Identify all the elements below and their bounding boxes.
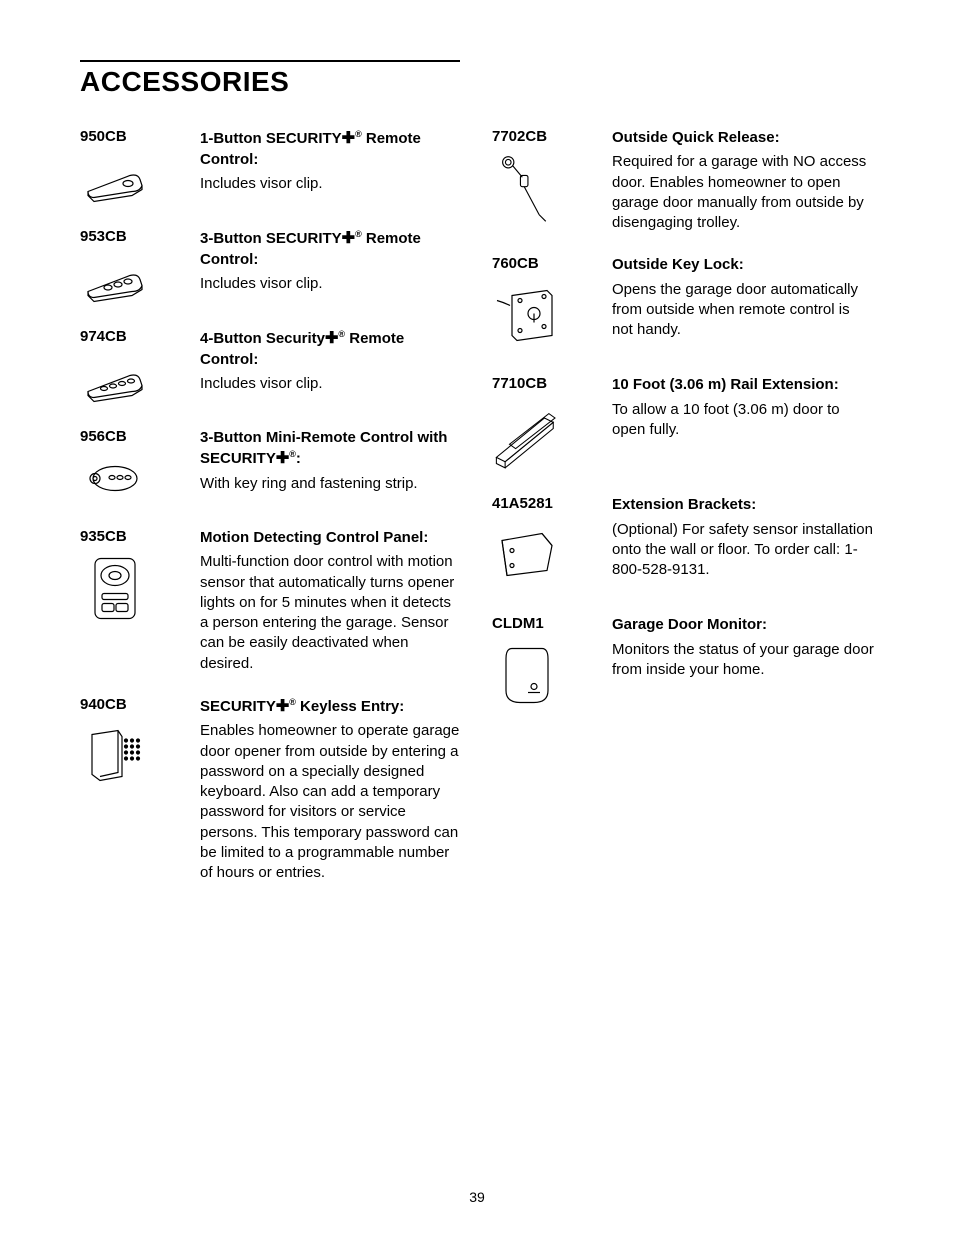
item-left: 940CB bbox=[80, 696, 200, 884]
item-right: Motion Detecting Control Panel: Multi-fun… bbox=[200, 528, 462, 674]
item-right: 3-Button Mini-Remote Control with SECURI… bbox=[200, 428, 462, 506]
item-title: 1-Button SECURITY✚® Remote Control: bbox=[200, 128, 462, 170]
item-sku: 940CB bbox=[80, 696, 200, 713]
item-description: Opens the garage door automatically from… bbox=[612, 280, 874, 341]
title-rule bbox=[80, 60, 460, 62]
item-description: Enables homeowner to operate garage door… bbox=[200, 721, 462, 883]
item-right: 3-Button SECURITY✚® Remote Control: Inclu… bbox=[200, 228, 462, 306]
item-left: 974CB bbox=[80, 328, 200, 406]
accessory-item: 950CB1-Button SECURITY✚® Remote Control:… bbox=[80, 128, 462, 206]
item-title: 10 Foot (3.06 m) Rail Extension: bbox=[612, 375, 874, 395]
accessory-item: CLDM1Garage Door Monitor: Monitors the st… bbox=[492, 615, 874, 713]
item-description: Multi-function door control with motion … bbox=[200, 552, 462, 674]
item-description: To allow a 10 foot (3.06 m) door to open… bbox=[612, 400, 874, 441]
accessory-item: 956CB3-Button Mini-Remote Control with S… bbox=[80, 428, 462, 506]
item-left: 956CB bbox=[80, 428, 200, 506]
item-title: Extension Brackets: bbox=[612, 495, 874, 515]
item-title: 3-Button SECURITY✚® Remote Control: bbox=[200, 228, 462, 270]
item-left: 7702CB bbox=[492, 128, 612, 233]
accessory-item: 953CB3-Button SECURITY✚® Remote Control:… bbox=[80, 228, 462, 306]
item-sku: 7710CB bbox=[492, 375, 612, 392]
item-right: Extension Brackets: (Optional) For safety… bbox=[612, 495, 874, 593]
item-sku: CLDM1 bbox=[492, 615, 612, 632]
item-sku: 41A5281 bbox=[492, 495, 612, 512]
item-sku: 950CB bbox=[80, 128, 200, 145]
item-title: Motion Detecting Control Panel: bbox=[200, 528, 462, 548]
item-description: With key ring and fastening strip. bbox=[200, 474, 462, 494]
item-sku: 760CB bbox=[492, 255, 612, 272]
keypad-icon bbox=[80, 719, 150, 794]
page-number: 39 bbox=[0, 1189, 954, 1205]
bracket-icon bbox=[492, 518, 562, 593]
item-right: 1-Button SECURITY✚® Remote Control: Inclu… bbox=[200, 128, 462, 206]
left-column: 950CB1-Button SECURITY✚® Remote Control:… bbox=[80, 128, 462, 905]
remote-4btn-icon bbox=[80, 351, 150, 406]
item-title: SECURITY✚® Keyless Entry: bbox=[200, 696, 462, 718]
item-left: CLDM1 bbox=[492, 615, 612, 713]
item-title: Outside Quick Release: bbox=[612, 128, 874, 148]
mini-remote-icon bbox=[80, 451, 150, 506]
item-left: 953CB bbox=[80, 228, 200, 306]
item-title: Garage Door Monitor: bbox=[612, 615, 874, 635]
columns-container: 950CB1-Button SECURITY✚® Remote Control:… bbox=[80, 128, 874, 905]
item-right: SECURITY✚® Keyless Entry: Enables homeown… bbox=[200, 696, 462, 884]
monitor-icon bbox=[492, 638, 562, 713]
accessory-item: 974CB4-Button Security✚® Remote Control:… bbox=[80, 328, 462, 406]
item-right: Garage Door Monitor: Monitors the status … bbox=[612, 615, 874, 713]
item-description: Includes visor clip. bbox=[200, 174, 462, 194]
accessory-item: 7710CB10 Foot (3.06 m) Rail Extension: To… bbox=[492, 375, 874, 473]
item-left: 7710CB bbox=[492, 375, 612, 473]
rail-extension-icon bbox=[492, 398, 562, 473]
key-lock-icon bbox=[492, 278, 562, 353]
item-description: (Optional) For safety sensor installatio… bbox=[612, 520, 874, 581]
item-sku: 935CB bbox=[80, 528, 200, 545]
item-description: Includes visor clip. bbox=[200, 374, 462, 394]
item-left: 760CB bbox=[492, 255, 612, 353]
item-title: 4-Button Security✚® Remote Control: bbox=[200, 328, 462, 370]
accessory-item: 760CBOutside Key Lock: Opens the garage d… bbox=[492, 255, 874, 353]
item-description: Required for a garage with NO access doo… bbox=[612, 152, 874, 233]
accessory-item: 935CBMotion Detecting Control Panel: Mult… bbox=[80, 528, 462, 674]
item-right: Outside Quick Release: Required for a gar… bbox=[612, 128, 874, 233]
item-sku: 956CB bbox=[80, 428, 200, 445]
right-column: 7702CBOutside Quick Release: Required for… bbox=[492, 128, 874, 905]
accessory-item: 41A5281Extension Brackets: (Optional) For… bbox=[492, 495, 874, 593]
remote-1btn-icon bbox=[80, 151, 150, 206]
item-right: 4-Button Security✚® Remote Control: Inclu… bbox=[200, 328, 462, 406]
item-description: Monitors the status of your garage door … bbox=[612, 640, 874, 681]
item-left: 935CB bbox=[80, 528, 200, 674]
item-left: 41A5281 bbox=[492, 495, 612, 593]
accessory-item: 7702CBOutside Quick Release: Required for… bbox=[492, 128, 874, 233]
item-title: 3-Button Mini-Remote Control with SECURI… bbox=[200, 428, 462, 470]
item-sku: 974CB bbox=[80, 328, 200, 345]
item-sku: 953CB bbox=[80, 228, 200, 245]
control-panel-icon bbox=[80, 551, 150, 626]
item-title: Outside Key Lock: bbox=[612, 255, 874, 275]
item-right: 10 Foot (3.06 m) Rail Extension: To allow… bbox=[612, 375, 874, 473]
remote-3btn-icon bbox=[80, 251, 150, 306]
item-right: Outside Key Lock: Opens the garage door a… bbox=[612, 255, 874, 353]
quick-release-icon bbox=[492, 151, 562, 226]
item-description: Includes visor clip. bbox=[200, 274, 462, 294]
accessory-item: 940CBSECURITY✚® Keyless Entry: Enables ho… bbox=[80, 696, 462, 884]
item-left: 950CB bbox=[80, 128, 200, 206]
item-sku: 7702CB bbox=[492, 128, 612, 145]
page-title: ACCESSORIES bbox=[80, 66, 874, 98]
